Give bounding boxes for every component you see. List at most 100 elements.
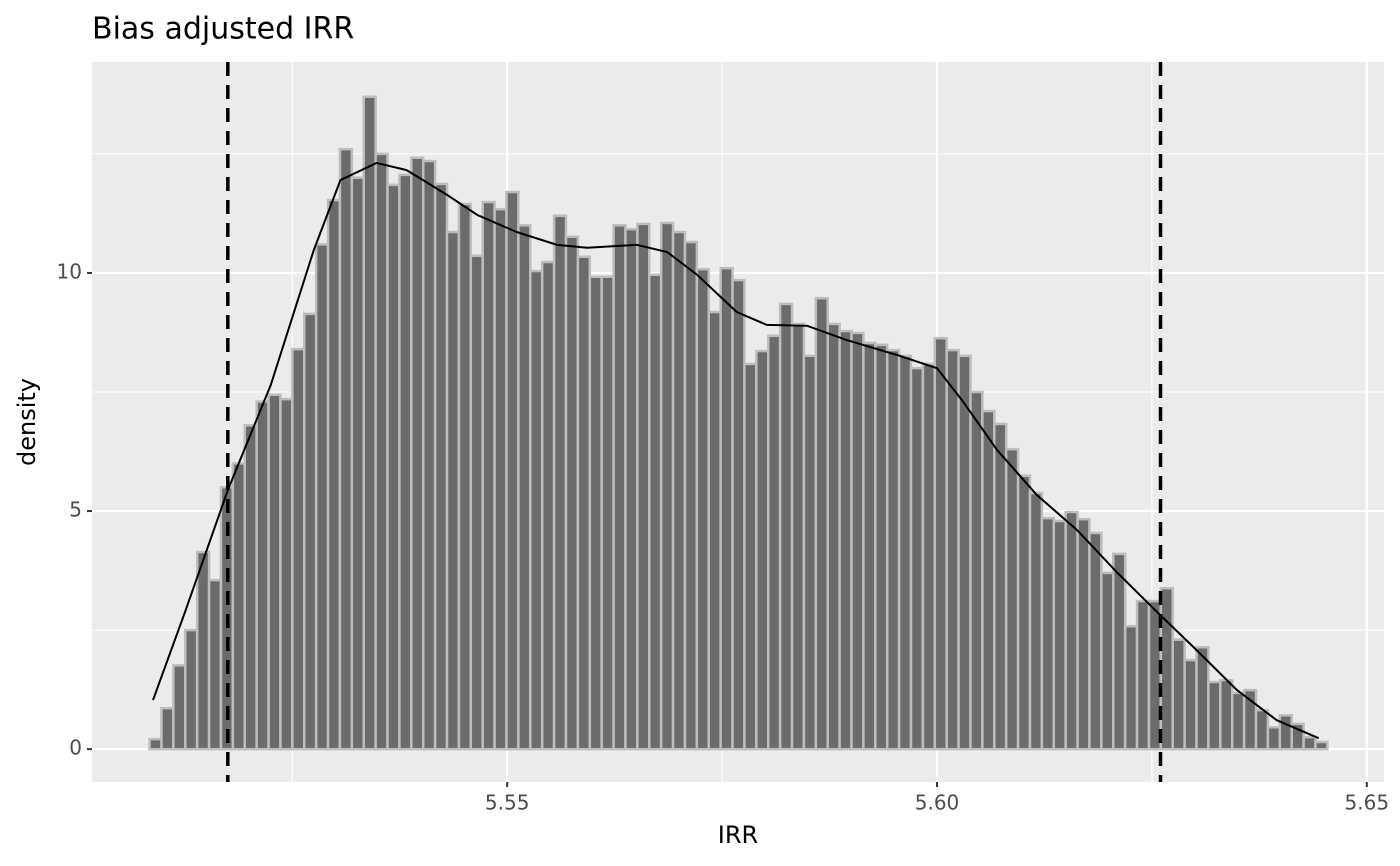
bar (1254, 708, 1270, 751)
y-tick-label: 10 (57, 259, 82, 283)
bar (255, 400, 270, 751)
bar (755, 349, 770, 751)
bar (529, 269, 544, 751)
y-tick-label: 0 (69, 736, 82, 760)
bar (885, 348, 901, 751)
bar (969, 390, 984, 751)
bar (1219, 678, 1234, 751)
bar (707, 310, 722, 751)
bar (719, 266, 734, 751)
bar (945, 348, 960, 751)
bar (267, 393, 282, 751)
chart-title: Bias adjusted IRR (92, 12, 354, 47)
bar (433, 182, 449, 751)
bar (517, 224, 532, 751)
bar (421, 159, 437, 751)
bar (874, 343, 889, 751)
bar (410, 156, 425, 751)
bar (1230, 691, 1246, 751)
bar (362, 95, 377, 751)
bar (1052, 519, 1067, 751)
bar (933, 336, 948, 751)
bar (802, 354, 818, 751)
bar (743, 362, 758, 751)
bar (1195, 645, 1210, 751)
bar (1088, 531, 1103, 751)
x-tick-label: 5.60 (915, 791, 960, 815)
bar (588, 275, 603, 751)
bar (338, 147, 354, 751)
bar (671, 230, 687, 751)
bar (1314, 740, 1329, 751)
bar (374, 152, 389, 751)
bar (981, 409, 996, 751)
bar (1135, 599, 1151, 751)
bar (1278, 714, 1293, 751)
bar (731, 278, 746, 751)
bar (279, 397, 294, 751)
bar (552, 214, 568, 751)
bar (160, 706, 175, 751)
bar (195, 550, 211, 751)
bar (600, 275, 615, 751)
bar (648, 273, 663, 751)
bar (921, 362, 937, 751)
bar (838, 329, 853, 751)
bar (659, 221, 675, 751)
bar (897, 354, 913, 751)
bar (826, 322, 841, 751)
bar (1266, 725, 1282, 751)
bar (993, 422, 1008, 751)
bar (1123, 625, 1139, 751)
bar (1064, 510, 1079, 751)
bar (481, 200, 496, 751)
bar (564, 235, 580, 751)
bar (1171, 638, 1186, 751)
bar (172, 664, 187, 751)
bar (207, 578, 223, 751)
bar (505, 190, 520, 751)
bar (1004, 447, 1020, 751)
bar (1207, 680, 1222, 751)
bar (683, 240, 699, 751)
bar (1100, 571, 1115, 751)
bar (1076, 517, 1091, 751)
y-axis-title: density (13, 378, 41, 466)
bar (1183, 658, 1198, 751)
bar (766, 334, 782, 751)
bar (398, 173, 413, 751)
bar (457, 202, 473, 751)
x-tick-label: 5.65 (1345, 791, 1390, 815)
bar (1112, 552, 1127, 751)
bar (148, 737, 163, 751)
bar (778, 302, 794, 751)
bar (636, 222, 651, 751)
bar (314, 243, 330, 751)
y-tick-label: 5 (69, 498, 82, 522)
x-tick-label: 5.55 (485, 791, 530, 815)
bar (612, 224, 627, 751)
bar (493, 207, 508, 751)
bar (231, 462, 247, 751)
bar (1028, 491, 1044, 751)
bar (445, 230, 461, 751)
bar (695, 267, 711, 751)
bar (862, 341, 877, 751)
bar (350, 176, 365, 751)
bar (540, 260, 556, 751)
bar (243, 424, 258, 751)
bar (624, 227, 639, 751)
bar (790, 322, 806, 751)
x-axis-title: IRR (718, 821, 758, 849)
density-curve (152, 161, 1320, 740)
bar (1159, 586, 1174, 751)
bar (326, 198, 342, 751)
bar (814, 296, 829, 751)
bar (576, 255, 592, 751)
bar (909, 366, 925, 751)
bar (850, 331, 865, 751)
bar (1040, 516, 1056, 751)
bar (469, 254, 484, 751)
bar (957, 354, 972, 751)
